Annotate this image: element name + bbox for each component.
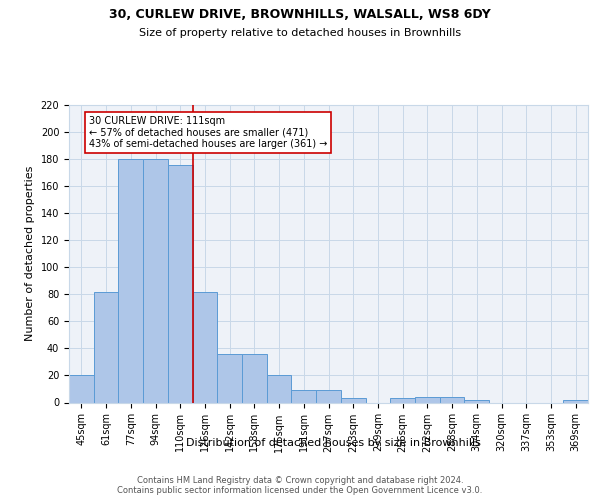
Bar bbox=[440, 397, 464, 402]
Text: 30, CURLEW DRIVE, BROWNHILLS, WALSALL, WS8 6DY: 30, CURLEW DRIVE, BROWNHILLS, WALSALL, W… bbox=[109, 8, 491, 20]
Text: Distribution of detached houses by size in Brownhills: Distribution of detached houses by size … bbox=[185, 438, 481, 448]
Bar bbox=[464, 400, 489, 402]
Bar bbox=[563, 400, 588, 402]
Text: Size of property relative to detached houses in Brownhills: Size of property relative to detached ho… bbox=[139, 28, 461, 38]
Bar bbox=[193, 292, 217, 403]
Bar bbox=[316, 390, 341, 402]
Bar bbox=[415, 397, 440, 402]
Bar bbox=[118, 159, 143, 402]
Bar bbox=[267, 376, 292, 402]
Bar bbox=[217, 354, 242, 403]
Text: 30 CURLEW DRIVE: 111sqm
← 57% of detached houses are smaller (471)
43% of semi-d: 30 CURLEW DRIVE: 111sqm ← 57% of detache… bbox=[89, 116, 327, 149]
Y-axis label: Number of detached properties: Number of detached properties bbox=[25, 166, 35, 342]
Bar bbox=[390, 398, 415, 402]
Bar bbox=[168, 164, 193, 402]
Bar bbox=[242, 354, 267, 403]
Bar bbox=[341, 398, 365, 402]
Bar bbox=[69, 376, 94, 402]
Bar bbox=[292, 390, 316, 402]
Bar bbox=[94, 292, 118, 403]
Text: Contains HM Land Registry data © Crown copyright and database right 2024.
Contai: Contains HM Land Registry data © Crown c… bbox=[118, 476, 482, 495]
Bar bbox=[143, 159, 168, 402]
